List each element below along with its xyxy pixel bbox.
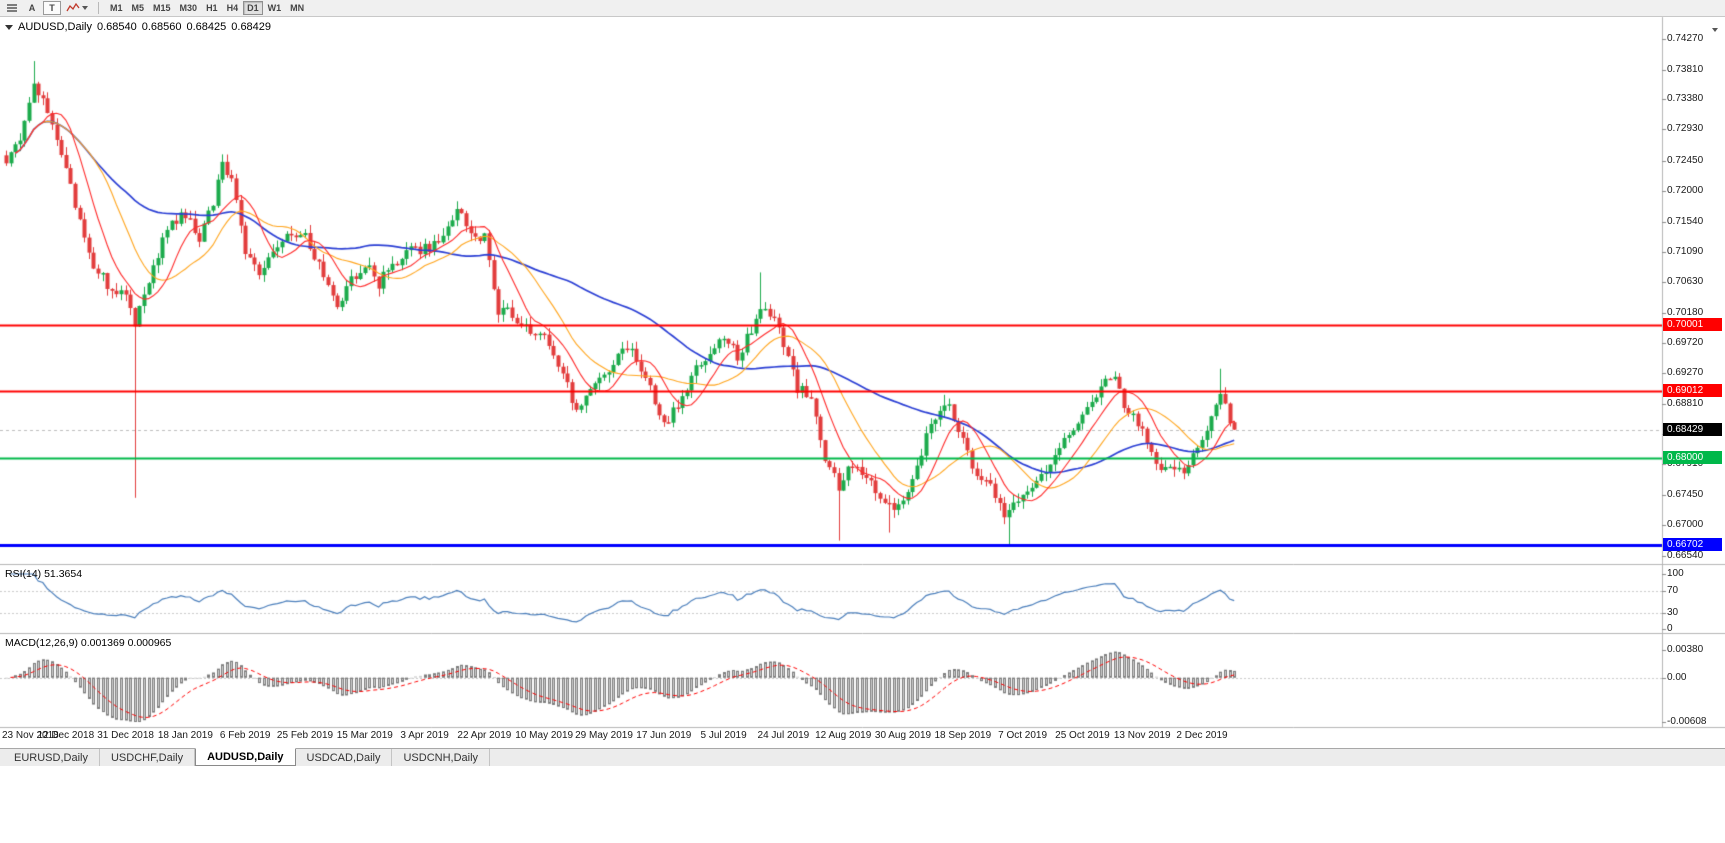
scale-menu-icon[interactable] xyxy=(1710,19,1718,37)
chart-tab-usdcnh[interactable]: USDCNH,Daily xyxy=(392,749,491,766)
chart-title: AUDUSD,Daily 0.68540 0.68560 0.68425 0.6… xyxy=(5,21,271,33)
timeframe-button-h1[interactable]: H1 xyxy=(206,3,218,13)
zigzag-dropdown-caret-icon xyxy=(82,6,88,10)
main-toolbar: A T M1 M5 M15 M30 H1 H4 D1 W1 MN xyxy=(0,0,1725,17)
chart-list-icon[interactable] xyxy=(3,1,21,15)
ohlc-high: 0.68560 xyxy=(141,21,182,33)
ohlc-close: 0.68429 xyxy=(231,21,272,33)
toolbar-separator xyxy=(98,2,99,14)
rsi-title: RSI(14) 51.3654 xyxy=(5,568,83,580)
timeframe-button-mn[interactable]: MN xyxy=(290,3,305,13)
zigzag-tool-icon[interactable] xyxy=(63,1,91,15)
timeframe-button-m30[interactable]: M30 xyxy=(179,3,198,13)
chart-tabs-bar: EURUSD,Daily USDCHF,Daily AUDUSD,Daily USDC… xyxy=(0,748,1725,766)
annotate-tool-button[interactable]: A xyxy=(28,3,36,13)
zigzag-glyph-icon xyxy=(66,3,80,12)
scale-caret-icon xyxy=(1712,28,1718,32)
list-lines-icon xyxy=(7,4,17,12)
symbol-label: AUDUSD,Daily xyxy=(18,21,92,33)
chart-tab-eurusd[interactable]: EURUSD,Daily xyxy=(3,749,100,766)
chart-tab-usdcad[interactable]: USDCAD,Daily xyxy=(296,749,393,766)
chart-tab-audusd[interactable]: AUDUSD,Daily xyxy=(195,748,296,766)
chart-tab-usdchf[interactable]: USDCHF,Daily xyxy=(100,749,196,766)
text-tool-button[interactable]: T xyxy=(43,1,61,15)
timeframe-button-m1[interactable]: M1 xyxy=(110,3,123,13)
timeframe-group: M1 M5 M15 M30 H1 H4 D1 W1 MN xyxy=(106,1,308,15)
ohlc-low: 0.68425 xyxy=(186,21,227,33)
ohlc-open: 0.68540 xyxy=(96,21,137,33)
symbol-dropdown-icon[interactable] xyxy=(5,24,13,30)
timeframe-button-h4[interactable]: H4 xyxy=(226,3,239,13)
timeframe-button-m15[interactable]: M15 xyxy=(153,3,171,13)
macd-title: MACD(12,26,9) 0.001369 0.000965 xyxy=(5,637,172,649)
timeframe-button-d1[interactable]: D1 xyxy=(243,1,263,15)
timeframe-button-w1[interactable]: W1 xyxy=(267,3,282,13)
timeframe-button-m5[interactable]: M5 xyxy=(131,3,145,13)
